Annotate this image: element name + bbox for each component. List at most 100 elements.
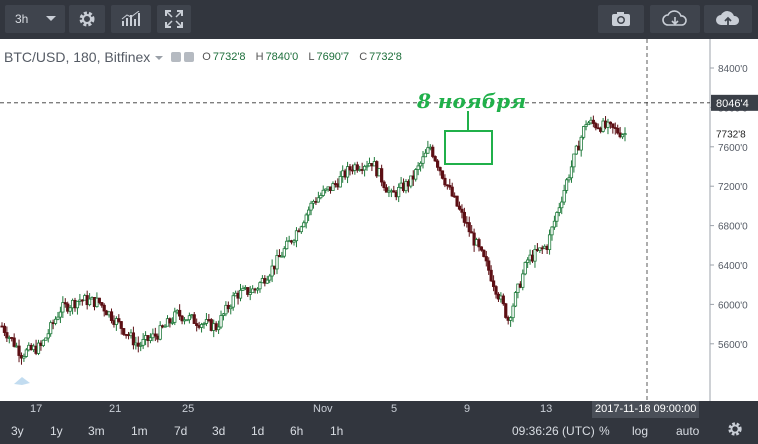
candle-up xyxy=(560,201,564,209)
range-1y[interactable]: 1y xyxy=(50,424,63,438)
candle-up xyxy=(241,288,245,291)
candle-up xyxy=(516,283,520,293)
low-value: 7690'7 xyxy=(316,51,350,63)
ohlc-values: O 7732'8 H 7840'0 L 7690'7 C 7732'8 xyxy=(202,51,409,63)
candle-up xyxy=(555,212,559,222)
candle-up xyxy=(58,311,63,318)
high-value: 7840'0 xyxy=(265,51,299,63)
candle-up xyxy=(139,344,143,347)
chart-area[interactable]: 8800'08400'08000'07600'07200'06800'06400… xyxy=(0,39,758,401)
candle-down xyxy=(504,303,508,318)
candle-down xyxy=(392,190,396,193)
candle-up xyxy=(557,207,561,213)
range-1d[interactable]: 1d xyxy=(251,424,265,438)
range-1m[interactable]: 1m xyxy=(131,424,148,438)
range-3d[interactable]: 3d xyxy=(212,424,226,438)
series-settings-icon[interactable] xyxy=(184,52,195,62)
range-6h[interactable]: 6h xyxy=(290,424,304,438)
candle-up xyxy=(202,323,206,325)
x-tick-label: 5 xyxy=(391,403,398,415)
candle-up xyxy=(265,279,269,284)
candle-up xyxy=(513,292,518,307)
candle-up xyxy=(321,189,325,196)
candle-down xyxy=(591,119,595,124)
candlestick-chart[interactable]: 8800'08400'08000'07600'07200'06800'06400… xyxy=(0,39,758,401)
camera-icon xyxy=(612,12,630,26)
candle-up xyxy=(569,166,574,179)
candle-up xyxy=(572,153,576,168)
candle-up xyxy=(219,315,223,328)
log-toggle[interactable]: log xyxy=(632,424,649,438)
load-layout-button[interactable] xyxy=(650,5,700,33)
candle-down xyxy=(5,332,9,339)
candle-up xyxy=(238,289,243,299)
candle-up xyxy=(294,230,299,242)
annotation-label: 8 ноября xyxy=(417,89,527,113)
candle-down xyxy=(494,286,498,295)
cloud-download-icon xyxy=(662,10,687,26)
candle-up xyxy=(418,162,423,167)
candle-up xyxy=(523,262,527,275)
x-tick-label: 17 xyxy=(30,403,43,415)
candle-up xyxy=(75,301,80,309)
candle-up xyxy=(567,177,571,181)
candle-down xyxy=(450,186,454,197)
candle-up xyxy=(36,342,41,354)
candle-down xyxy=(12,337,16,347)
candle-down xyxy=(462,211,466,223)
candle-up xyxy=(533,249,537,262)
hide-series-icon[interactable] xyxy=(171,52,182,62)
candle-up xyxy=(324,188,328,191)
top-toolbar: 3h xyxy=(0,0,758,39)
range-7d[interactable]: 7d xyxy=(174,424,188,438)
chevron-down-icon xyxy=(46,16,56,21)
screenshot-button[interactable] xyxy=(598,5,644,33)
candle-down xyxy=(131,332,136,346)
cloud-upload-icon xyxy=(716,11,740,25)
gear-icon[interactable] xyxy=(727,421,743,440)
candle-up xyxy=(148,337,153,341)
candle-up xyxy=(316,197,320,203)
indicators-button[interactable] xyxy=(111,5,151,33)
crosshair-time-label: 2017-11-18 09:00:00 xyxy=(592,401,700,418)
candle-up xyxy=(185,319,189,322)
x-tick-label: 13 xyxy=(540,403,553,415)
percent-toggle[interactable]: % xyxy=(599,424,610,438)
candle-up xyxy=(224,304,228,315)
candle-up xyxy=(88,298,92,306)
candle-up xyxy=(307,209,311,216)
auto-toggle[interactable]: auto xyxy=(676,424,700,438)
candle-down xyxy=(594,123,598,129)
candle-up xyxy=(345,166,350,178)
x-tick-label: Nov xyxy=(313,403,333,415)
settings-button[interactable] xyxy=(69,5,105,33)
candle-up xyxy=(363,166,367,171)
candle-down xyxy=(119,321,123,329)
candle-down xyxy=(192,314,196,324)
x-tick-label: 9 xyxy=(464,403,471,415)
bottom-toolbar: 3y 1y 3m 1m 7d 3d 1d 6h 1h 09:36:26 (UTC… xyxy=(0,418,758,444)
candle-up xyxy=(331,183,335,192)
candle-up xyxy=(22,356,26,359)
candle-up xyxy=(216,326,221,331)
close-value: 7732'8 xyxy=(369,51,402,63)
candle-down xyxy=(438,166,442,172)
gear-icon xyxy=(79,11,95,27)
candle-down xyxy=(460,208,464,213)
candle-up xyxy=(251,288,255,294)
candle-down xyxy=(17,345,21,356)
candle-up xyxy=(41,339,45,346)
range-1h[interactable]: 1h xyxy=(330,424,344,438)
candle-down xyxy=(384,187,389,193)
utc-clock[interactable]: 09:36:26 (UTC) xyxy=(512,424,595,438)
interval-select[interactable]: 3h xyxy=(5,5,65,33)
candle-down xyxy=(109,311,114,321)
range-3m[interactable]: 3m xyxy=(88,424,105,438)
fullscreen-button[interactable] xyxy=(157,5,191,33)
y-tick-label: 7200'0 xyxy=(718,182,748,193)
chevron-down-icon[interactable] xyxy=(155,56,164,60)
save-layout-button[interactable] xyxy=(704,5,752,33)
candle-up xyxy=(547,234,552,250)
candle-up xyxy=(338,176,342,188)
range-3y[interactable]: 3y xyxy=(11,424,24,438)
